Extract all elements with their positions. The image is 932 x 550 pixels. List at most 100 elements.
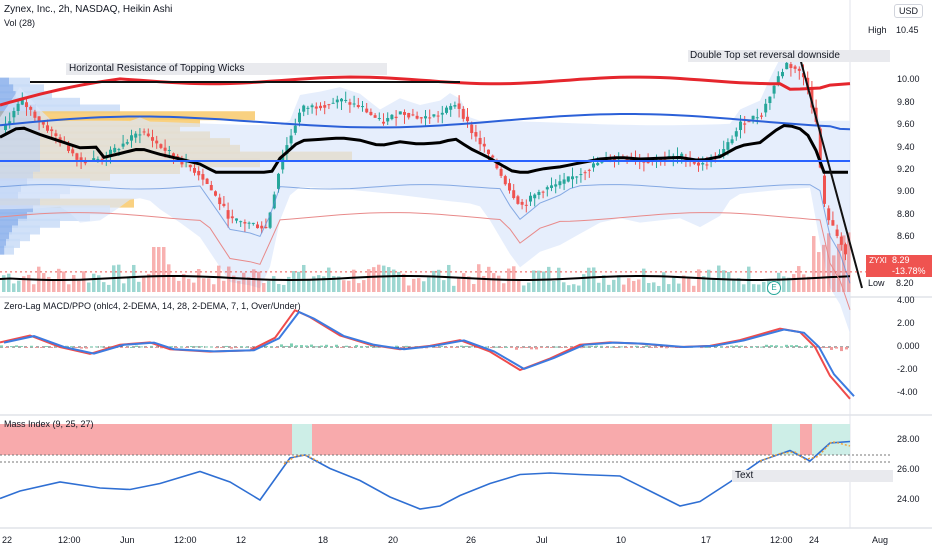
volume-bar	[492, 273, 496, 292]
candle-body	[474, 132, 478, 137]
volume-bar	[427, 277, 431, 292]
volume-bar	[357, 283, 361, 292]
candle-body	[692, 160, 696, 164]
price-tick-label: 9.60	[897, 119, 915, 130]
mass-fill-band	[292, 424, 312, 455]
macd-histogram-bar	[35, 347, 38, 348]
volume-bar	[127, 276, 131, 292]
volume-bar	[677, 283, 681, 292]
macd-histogram-bar	[170, 346, 173, 348]
volume-bar	[282, 284, 286, 292]
volume-bar	[97, 275, 101, 292]
volume-bar	[682, 275, 686, 292]
candle-body	[121, 143, 125, 147]
macd-histogram-bar	[735, 345, 738, 347]
profile-bar	[0, 232, 30, 242]
macd-histogram-bar	[650, 347, 653, 348]
volume-bar	[292, 271, 296, 292]
macd-tick-label: 4.00	[897, 295, 915, 305]
macd-histogram-bar	[180, 346, 183, 348]
volume-bar	[132, 264, 136, 292]
macd-histogram-bar	[145, 347, 148, 348]
volume-bar	[442, 280, 446, 292]
text-annotation[interactable]: Text	[732, 470, 893, 482]
volume-bar	[367, 269, 371, 292]
candle-body	[831, 220, 835, 226]
macd-histogram-bar	[400, 347, 403, 348]
candle-body	[487, 149, 490, 154]
macd-histogram-bar	[800, 346, 803, 348]
macd-histogram-bar	[10, 346, 13, 348]
volume-label: Vol (28)	[4, 18, 36, 28]
candle-body	[839, 236, 843, 245]
macd-histogram-bar	[195, 346, 198, 348]
volume-bar	[257, 271, 261, 292]
price-tick-label: 9.20	[897, 164, 915, 174]
volume-bar	[102, 282, 106, 292]
candle-body	[571, 176, 574, 180]
candle-body	[12, 111, 16, 118]
volume-bar	[382, 265, 386, 292]
profile-bar-core	[0, 91, 16, 101]
earnings-marker[interactable]: E	[767, 281, 781, 295]
macd-histogram-bar	[585, 346, 588, 348]
macd-histogram-bar	[495, 346, 498, 348]
macd-histogram-bar	[660, 347, 663, 348]
volume-bar	[62, 271, 66, 292]
candle-body	[272, 194, 276, 209]
candle-body	[323, 105, 327, 108]
candle-body	[71, 149, 75, 154]
volume-bar	[177, 280, 181, 292]
candle-body	[243, 222, 247, 224]
candle-body	[797, 68, 801, 71]
macd-histogram-bar	[15, 345, 18, 347]
candle-body	[802, 73, 805, 78]
macd-histogram-bar	[455, 347, 458, 348]
volume-bar	[632, 280, 636, 292]
candle-body	[810, 88, 814, 108]
candle-body	[470, 124, 474, 134]
volume-bar	[87, 282, 91, 292]
macd-histogram-bar	[465, 345, 468, 347]
red-upper-line	[0, 75, 851, 107]
candle-body	[545, 187, 549, 190]
candle-body	[445, 107, 448, 113]
volume-bar	[572, 284, 576, 292]
macd-histogram-bar	[75, 347, 78, 348]
candle-body	[466, 116, 469, 122]
macd-histogram-bar	[155, 347, 158, 348]
volume-bar	[542, 271, 546, 292]
volume-bar	[237, 280, 241, 292]
macd-histogram-bar	[720, 346, 723, 348]
currency-button[interactable]: USD	[894, 4, 924, 18]
macd-histogram-bar	[210, 346, 213, 348]
candle-body	[197, 171, 201, 176]
macd-histogram-bar	[215, 347, 218, 349]
symbol-badge: ZYXI	[866, 255, 890, 277]
candle-body	[188, 164, 192, 168]
candle-body	[16, 103, 20, 111]
candle-body	[163, 147, 167, 151]
resistance-annotation[interactable]: Horizontal Resistance of Topping Wicks	[66, 63, 387, 75]
volume-bar	[317, 275, 321, 292]
candle-body	[726, 142, 730, 150]
candle-body	[377, 118, 381, 120]
volume-bar	[612, 279, 616, 292]
candle-body	[403, 112, 406, 115]
volume-bar	[142, 276, 146, 292]
volume-ma-line	[0, 274, 851, 282]
candle-body	[587, 169, 591, 171]
volume-bar	[482, 275, 486, 292]
candle-body	[449, 105, 453, 110]
macd-histogram-bar	[725, 347, 728, 349]
double-top-annotation[interactable]: Double Top set reversal downside	[688, 50, 890, 62]
macd-histogram-bar	[625, 347, 628, 348]
candle-body	[382, 121, 385, 124]
macd-histogram-bar	[605, 347, 608, 348]
heikin-ashi-candles[interactable]	[4, 61, 847, 261]
volume-bar	[392, 269, 396, 292]
profile-bar	[0, 77, 30, 87]
volume-bar	[732, 280, 736, 292]
volume-bar	[457, 278, 461, 292]
